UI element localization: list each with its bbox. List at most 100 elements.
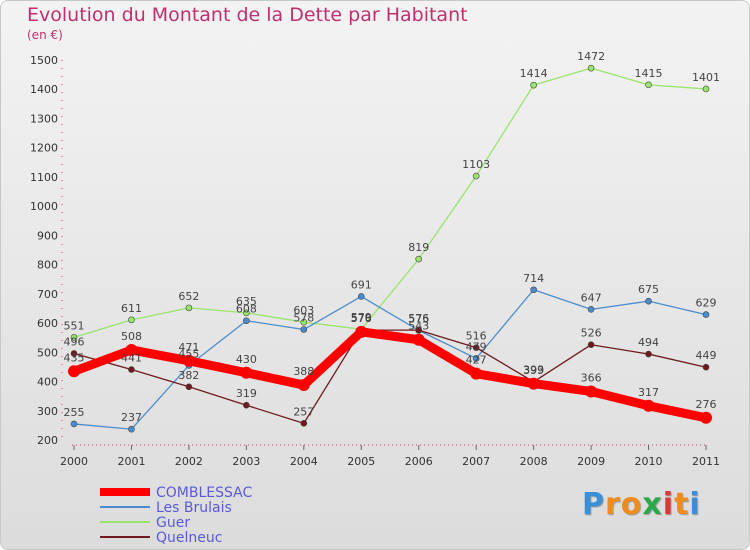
series-line-comblessac	[72, 327, 707, 423]
logo-letter: t	[674, 487, 690, 522]
logo-letter: x	[642, 487, 663, 522]
data-label: 578	[293, 312, 314, 325]
data-point	[357, 293, 365, 300]
x-tick-label: 2001	[117, 455, 145, 468]
y-tick-label: 600	[37, 317, 58, 330]
x-tick-label: 2007	[462, 455, 490, 468]
data-label: 449	[696, 349, 717, 362]
data-label: 551	[64, 319, 85, 332]
y-tick-label: 400	[37, 376, 58, 389]
y-tick-label: 300	[37, 405, 58, 418]
legend-label: COMBLESSAC	[156, 485, 252, 501]
data-label: 691	[351, 278, 372, 291]
data-point	[587, 306, 595, 313]
data-point	[412, 333, 425, 346]
data-label: 388	[293, 365, 314, 378]
data-label: 576	[351, 312, 372, 325]
x-tick-label: 2004	[290, 455, 318, 468]
y-tick-label: 700	[37, 288, 58, 301]
data-label: 570	[351, 312, 372, 325]
data-point	[415, 255, 423, 263]
data-label: 255	[64, 406, 85, 419]
data-label: 608	[236, 303, 257, 316]
data-point	[470, 367, 483, 380]
data-point	[642, 399, 655, 412]
data-point	[300, 318, 308, 326]
data-label: 819	[408, 241, 429, 254]
data-point	[645, 350, 652, 358]
data-point	[472, 355, 480, 362]
data-point	[702, 363, 710, 371]
y-tick-label: 800	[37, 259, 58, 272]
data-point	[128, 425, 135, 433]
data-point	[70, 420, 78, 428]
data-label: 496	[64, 335, 85, 348]
data-label: 479	[466, 340, 487, 353]
data-point	[702, 311, 710, 318]
legend-label: Guer	[156, 515, 190, 531]
data-point	[355, 325, 368, 338]
data-label: 579	[351, 311, 372, 324]
data-label: 508	[121, 330, 142, 343]
data-label: 1472	[577, 50, 605, 63]
y-tick-label: 900	[37, 229, 58, 242]
series-layer	[68, 64, 712, 433]
data-point	[128, 366, 135, 373]
data-label: 1103	[462, 158, 490, 171]
data-point	[240, 366, 253, 379]
data-label: 435	[64, 351, 85, 364]
series-line-les-brulais	[73, 289, 707, 430]
data-label: 1401	[692, 71, 720, 84]
data-label: 1415	[635, 67, 663, 80]
logo-letter: i	[662, 487, 675, 522]
legend-label: Quelneuc	[156, 530, 222, 546]
data-point	[585, 385, 598, 398]
logo-letter: P	[582, 487, 605, 522]
data-label: 430	[236, 353, 257, 366]
data-point	[243, 309, 250, 317]
logo-letter: o	[620, 487, 643, 522]
y-tick-label: 1200	[30, 142, 58, 155]
data-label: 1414	[520, 67, 548, 80]
data-label: 257	[293, 405, 314, 418]
y-tick-label: 1500	[30, 54, 58, 67]
x-tick-label: 2008	[520, 455, 548, 468]
x-tick-label: 2006	[405, 455, 433, 468]
data-label: 276	[696, 398, 717, 411]
data-label: 714	[523, 272, 544, 285]
data-label: 516	[466, 330, 487, 343]
proxiti-logo: Proxiti	[582, 487, 701, 522]
data-label: 611	[121, 302, 142, 315]
data-point	[415, 326, 423, 334]
data-label: 629	[696, 297, 717, 310]
data-label: 382	[178, 369, 199, 382]
data-label: 471	[178, 341, 199, 354]
data-label: 317	[638, 386, 659, 399]
logo-letter: i	[689, 487, 701, 522]
data-point	[587, 341, 595, 349]
data-label: 441	[121, 352, 142, 365]
data-point	[185, 383, 193, 391]
data-point	[243, 401, 250, 409]
y-tick-label: 1100	[30, 171, 58, 184]
chart-title: Evolution du Montant de la Dette par Hab…	[27, 4, 468, 26]
data-point	[530, 81, 537, 89]
data-point	[700, 411, 712, 424]
data-point	[128, 316, 135, 324]
data-point	[645, 81, 652, 89]
data-label: 576	[408, 312, 429, 325]
y-tick-label: 500	[37, 346, 58, 359]
data-label: 237	[121, 411, 142, 424]
x-tick-label: 2000	[60, 455, 88, 468]
data-label: 393	[523, 364, 544, 377]
data-point	[702, 85, 710, 93]
data-point	[70, 350, 78, 357]
x-tick-label: 2009	[577, 455, 605, 468]
data-label: 494	[638, 336, 659, 349]
data-point	[472, 344, 480, 351]
data-point	[472, 172, 480, 180]
x-tick-label: 2005	[347, 455, 375, 468]
data-point	[182, 354, 195, 367]
